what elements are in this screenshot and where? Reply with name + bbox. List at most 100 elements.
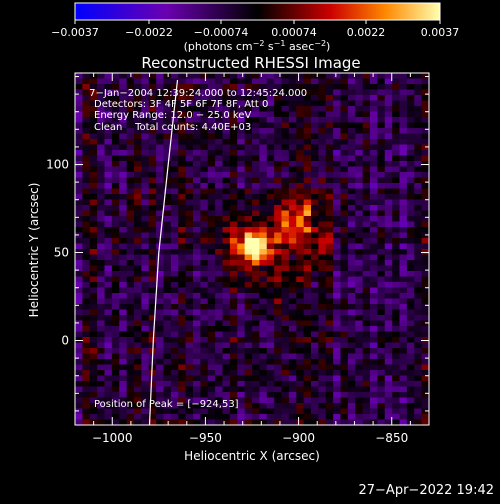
heatmap-cell: [377, 359, 386, 366]
heatmap-cell: [384, 232, 393, 239]
heatmap-cell: [229, 326, 238, 333]
heatmap-cell: [340, 177, 349, 184]
heatmap-cell: [362, 73, 371, 80]
heatmap-cell: [222, 414, 231, 421]
heatmap-cell: [200, 375, 209, 382]
heatmap-cell: [318, 282, 327, 289]
heatmap-cell: [333, 293, 342, 300]
heatmap-cell: [259, 315, 268, 322]
heatmap-cell: [414, 78, 423, 85]
heatmap-cell: [392, 166, 401, 173]
heatmap-cell: [82, 331, 91, 338]
heatmap-cell: [193, 221, 201, 228]
heatmap-cell: [207, 320, 216, 327]
heatmap-cell: [126, 194, 135, 201]
heatmap-cell: [288, 370, 297, 377]
heatmap-cell: [288, 89, 297, 96]
heatmap-cell: [141, 188, 150, 195]
heatmap-cell: [384, 419, 393, 425]
heatmap-cell: [296, 392, 305, 399]
heatmap-cell: [311, 122, 319, 129]
heatmap-cell: [311, 397, 319, 404]
heatmap-cell: [296, 210, 305, 217]
heatmap-cell: [421, 205, 429, 212]
heatmap-cell: [377, 227, 386, 234]
heatmap-cell: [200, 100, 209, 107]
heatmap-cell: [288, 309, 297, 316]
heatmap-cell: [244, 254, 253, 261]
heatmap-cell: [347, 276, 356, 283]
heatmap-cell: [178, 375, 187, 382]
heatmap-cell: [259, 238, 268, 245]
heatmap-cell: [333, 309, 342, 316]
heatmap-cell: [421, 282, 429, 289]
heatmap-cell: [318, 381, 327, 388]
heatmap-cell: [185, 337, 194, 344]
heatmap-cell: [229, 271, 238, 278]
heatmap-cell: [303, 161, 312, 168]
heatmap-cell: [296, 133, 305, 140]
heatmap-cell: [266, 117, 275, 124]
heatmap-cell: [333, 331, 342, 338]
heatmap-cell: [318, 348, 327, 355]
heatmap-cell: [89, 342, 98, 349]
heatmap-cell: [82, 364, 91, 371]
colorbar-tick-label: 0.00074: [271, 26, 317, 39]
heatmap-cell: [185, 403, 194, 410]
heatmap-cell: [126, 238, 135, 245]
heatmap-cell: [207, 386, 216, 393]
heatmap-cell: [370, 216, 378, 223]
heatmap-cell: [370, 144, 378, 151]
heatmap-cell: [75, 375, 83, 382]
heatmap-cell: [281, 359, 290, 366]
heatmap-cell: [252, 381, 260, 388]
heatmap-cell: [119, 326, 128, 333]
heatmap-cell: [82, 128, 91, 135]
heatmap-cell: [266, 298, 275, 305]
heatmap-cell: [288, 265, 297, 272]
heatmap-cell: [82, 172, 91, 179]
heatmap-cell: [355, 419, 364, 425]
heatmap-cell: [259, 139, 268, 146]
heatmap-cell: [347, 403, 356, 410]
heatmap-cell: [252, 117, 260, 124]
heatmap-cell: [119, 155, 128, 162]
heatmap-cell: [207, 172, 216, 179]
heatmap-cell: [311, 337, 319, 344]
heatmap-cell: [229, 331, 238, 338]
heatmap-cell: [252, 183, 260, 190]
heatmap-cell: [421, 309, 429, 316]
heatmap-cell: [97, 271, 106, 278]
heatmap-cell: [156, 84, 165, 91]
heatmap-cell: [75, 298, 83, 305]
heatmap-cell: [406, 106, 415, 113]
heatmap-cell: [156, 331, 165, 338]
heatmap-cell: [104, 150, 113, 157]
heatmap-cell: [347, 128, 356, 135]
heatmap-cell: [384, 183, 393, 190]
heatmap-cell: [222, 111, 231, 118]
heatmap-cell: [362, 359, 371, 366]
heatmap-cell: [134, 309, 142, 316]
heatmap-cell: [104, 199, 113, 206]
heatmap-cell: [134, 282, 142, 289]
heatmap-cell: [377, 106, 386, 113]
heatmap-cell: [104, 298, 113, 305]
heatmap-cell: [170, 249, 179, 256]
heatmap-cell: [296, 188, 305, 195]
heatmap-cell: [170, 337, 179, 344]
heatmap-cell: [281, 232, 290, 239]
heatmap-cell: [237, 353, 246, 360]
heatmap-cell: [163, 89, 172, 96]
heatmap-cell: [370, 227, 378, 234]
heatmap-cell: [111, 128, 120, 135]
heatmap-cell: [414, 150, 423, 157]
heatmap-cell: [111, 320, 120, 327]
heatmap-cell: [185, 293, 194, 300]
heatmap-cell: [325, 397, 334, 404]
heatmap-cell: [303, 221, 312, 228]
heatmap-cell: [274, 260, 283, 267]
heatmap-cell: [259, 199, 268, 206]
heatmap-cell: [355, 177, 364, 184]
heatmap-cell: [237, 364, 246, 371]
